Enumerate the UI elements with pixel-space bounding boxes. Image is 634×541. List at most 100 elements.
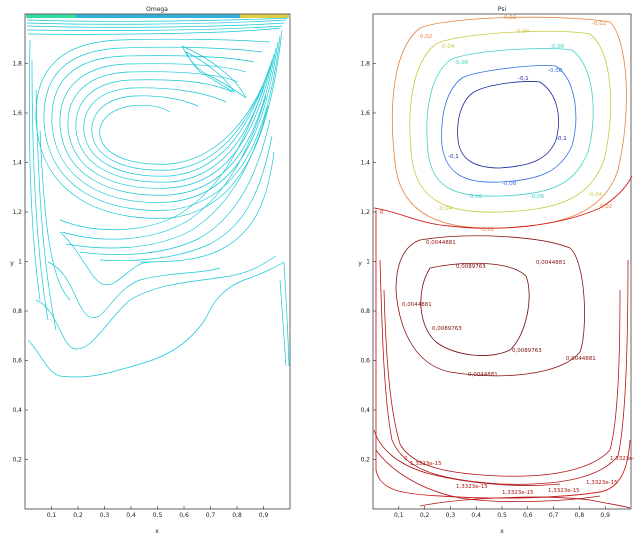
omega-y-tick-label: 0,2 <box>12 457 22 464</box>
omega-level-line <box>65 105 269 249</box>
omega-level-line <box>91 71 269 171</box>
psi-x-tick-label: 0,8 <box>575 512 585 519</box>
omega-ylabel: y <box>10 260 14 267</box>
omega-level-line <box>26 19 287 25</box>
psi-contour-label: -0,02 <box>502 15 516 21</box>
psi-contour-label: 0,0044881 <box>426 240 456 246</box>
psi-contour-m002 <box>391 16 627 229</box>
omega-level-line <box>83 65 271 177</box>
omega-level-line <box>99 135 273 261</box>
psi-contour-m008 <box>441 65 577 183</box>
psi-xlabel: x <box>500 528 504 535</box>
psi-y-tick-label: 1,8 <box>360 61 370 68</box>
psi-title: Psi <box>498 6 507 13</box>
psi-contour-label: -0,1 <box>448 154 459 160</box>
omega-top-wall-band-right <box>240 14 289 18</box>
omega-contour-lines <box>26 14 290 378</box>
psi-axis-ticks: 0,1 0,2 0,3 0,4 0,5 0,6 0,7 0,8 0,9 0,2 0,4 0,6 0,8 1… <box>360 61 610 520</box>
omega-level-line <box>39 129 71 301</box>
psi-plot-frame <box>372 13 632 510</box>
omega-level-line <box>27 261 285 378</box>
psi-contour-near-zero <box>379 259 629 485</box>
psi-contour-label: -0,1 <box>518 76 529 82</box>
psi-ylabel: y <box>358 260 362 267</box>
psi-contour-m006 <box>426 48 594 197</box>
psi-contour-m004 <box>409 30 611 213</box>
omega-level-line <box>279 279 287 367</box>
psi-contour-label: 1,3323e-15 <box>610 456 634 462</box>
psi-contour-label: 0,0089763 <box>456 264 486 270</box>
psi-contour-label: 0,0089763 <box>512 348 542 354</box>
omega-y-tick-label: 1 <box>18 259 22 266</box>
omega-level-line <box>79 119 271 255</box>
omega-x-tick-label: 0,4 <box>126 512 136 519</box>
omega-y-tick-label: 1,4 <box>12 160 22 167</box>
psi-contour-label: 1,3323e-15 <box>456 484 488 490</box>
omega-level-line <box>35 29 283 219</box>
psi-contour-label: 0,0044881 <box>468 372 498 378</box>
psi-y-tick-label: 1,4 <box>360 160 370 167</box>
psi-contour-near-zero <box>375 449 601 503</box>
omega-x-tick-label: 0,7 <box>206 512 216 519</box>
psi-contour-label: -0,04 <box>588 192 603 198</box>
psi-contour-label: 0 <box>404 456 408 462</box>
omega-y-tick-label: 0,8 <box>12 308 22 315</box>
psi-y-tick-label: 0,8 <box>360 308 370 315</box>
psi-contour-label: -0,02 <box>598 204 612 210</box>
psi-x-tick-label: 0,1 <box>394 512 404 519</box>
psi-contour-label: 1,3323e-15 <box>548 488 580 494</box>
psi-x-tick-label: 0,4 <box>471 512 481 519</box>
psi-contour-label: -0,04 <box>515 29 530 35</box>
psi-contour-label: -0,06 <box>530 194 545 200</box>
omega-title: Omega <box>146 6 168 13</box>
psi-contour-label: -0,1 <box>556 136 567 142</box>
omega-level-line <box>139 151 275 263</box>
psi-contour-label: -0,08 <box>502 181 517 187</box>
psi-contour-label: 0,0044881 <box>402 302 432 308</box>
omega-level-line <box>185 51 235 93</box>
omega-level-line <box>99 77 267 165</box>
psi-contour-label: 1,3323e-15 <box>502 490 534 496</box>
omega-level-line <box>181 45 247 99</box>
psi-contour-label: 0,0044881 <box>566 356 596 362</box>
psi-x-tick-label: 0,2 <box>420 512 430 519</box>
psi-contour-near-zero <box>383 289 621 477</box>
psi-contour-label: -0,04 <box>438 206 453 212</box>
psi-contour-near-zero <box>373 429 561 486</box>
psi-x-tick-label: 0,3 <box>446 512 456 519</box>
omega-level-line <box>28 39 41 301</box>
omega-level-line <box>283 261 290 367</box>
psi-contour-label: 0,0044881 <box>536 260 566 266</box>
omega-x-tick-label: 0,5 <box>153 512 163 519</box>
omega-level-line <box>59 231 151 286</box>
psi-contour-p00449 <box>395 235 585 377</box>
omega-x-tick-label: 0,8 <box>232 512 242 519</box>
psi-contour-label: 1,3323e-15 <box>410 461 442 467</box>
psi-contour-label: -0,06 <box>468 194 483 200</box>
omega-top-wall-band <box>26 14 289 18</box>
omega-level-line <box>67 53 275 189</box>
omega-level-line <box>43 35 281 211</box>
omega-panel: Omega x y <box>10 6 291 535</box>
omega-level-line <box>75 59 273 183</box>
omega-top-wall-band-left <box>26 14 76 18</box>
psi-contour-label: -0,08 <box>548 68 563 74</box>
omega-level-line <box>59 85 265 231</box>
psi-x-tick-label: 0,9 <box>600 512 610 519</box>
psi-x-tick-label: 0,6 <box>523 512 533 519</box>
psi-contour-label: -0,02 <box>418 34 432 40</box>
psi-y-tick-label: 0,6 <box>360 358 370 365</box>
psi-x-tick-label: 0,5 <box>497 512 507 519</box>
omega-x-tick-label: 0,9 <box>259 512 269 519</box>
psi-contour-label: -0,04 <box>440 44 455 50</box>
omega-y-tick-label: 1,6 <box>12 110 22 117</box>
omega-y-tick-label: 0,6 <box>12 358 22 365</box>
psi-y-tick-label: 0,4 <box>360 407 370 414</box>
omega-level-line <box>51 41 279 203</box>
omega-level-line <box>26 17 289 22</box>
omega-level-line <box>47 261 221 319</box>
psi-contour-zero-wall <box>375 210 631 499</box>
psi-contour-label: 0,0089763 <box>432 326 462 332</box>
omega-level-line <box>59 47 277 196</box>
